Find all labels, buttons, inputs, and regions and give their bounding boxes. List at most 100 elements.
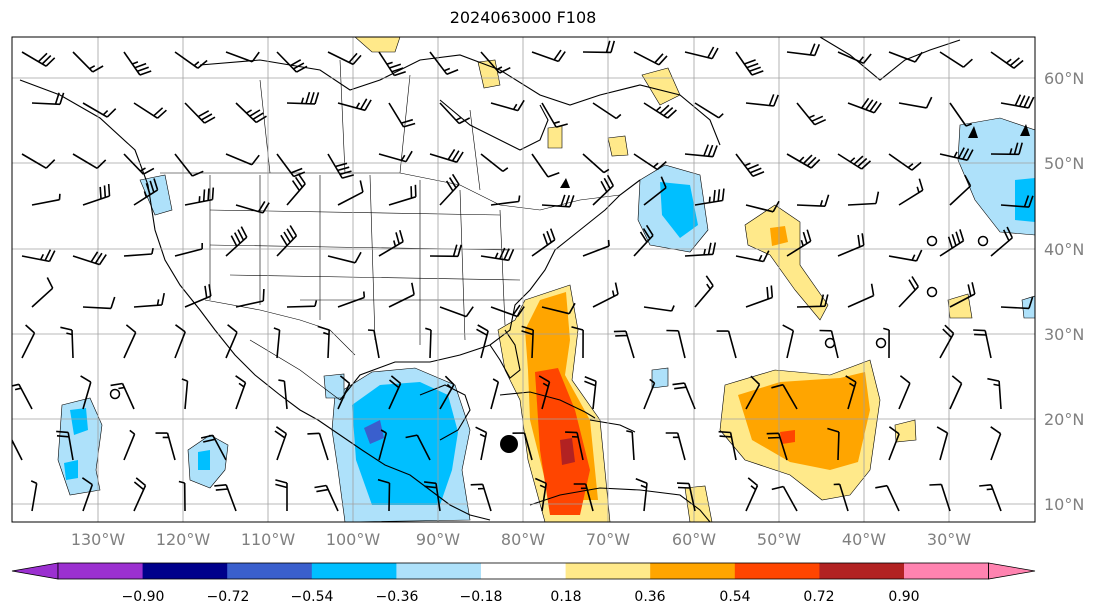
wind-barb [796,194,830,207]
map-panel [12,37,1035,522]
wind-barb [278,379,288,410]
wind-barb [12,383,33,410]
wind-barb [898,96,933,109]
border-canada-provinces [259,59,481,191]
wind-barb [388,102,416,128]
wind-barb [286,300,318,308]
wind-barb [439,173,460,206]
wind-barb [378,51,406,77]
colorbar-segment [565,563,651,579]
wind-barb [490,378,500,410]
wind-barb [847,191,880,206]
wind-barb [337,98,372,112]
lon-label: 40°W [842,530,886,549]
wind-barb [735,51,764,76]
wind-barb [745,477,759,512]
wind-barb [307,432,329,461]
coastline-canada-north [199,54,721,146]
wind-barb [174,51,208,69]
colorbar [11,562,1036,580]
wind-barb [181,378,189,410]
wind-barb [833,483,849,512]
calm-circle [977,235,989,247]
wind-barb [30,480,38,512]
lon-label: 110°W [241,530,296,549]
wind-barb [571,326,584,359]
wind-barb [72,51,104,73]
wind-barb [888,51,923,63]
wind-barb [276,225,298,257]
wind-barb [123,51,152,76]
wind-barb [21,51,56,67]
lon-label: 130°W [71,530,126,549]
wind-barb [123,153,155,175]
wind-barb [388,184,417,206]
lat-label: 60°N [1044,69,1084,88]
wind-barb [123,324,137,359]
wind-barb [531,49,566,63]
wind-barb [429,51,459,76]
wind-barb [439,102,471,125]
colorbar-segment [734,563,820,579]
wind-barb [378,429,388,461]
wind-barb [31,193,61,206]
wind-barb [936,426,949,461]
calm-circle [875,337,887,349]
wind-barb [635,478,648,512]
lon-label: 60°W [672,530,716,549]
wind-barb [845,375,857,410]
wind-barb [31,92,65,106]
colorbar-tick-label: −0.90 [122,589,165,605]
colorbar-extend-low [11,562,59,580]
wind-barb [367,329,380,359]
wind-barb [378,150,413,163]
calm-circle [926,235,938,247]
colorbar-tick-label: −0.36 [376,589,419,605]
lon-label: 120°W [156,530,211,549]
wind-barb [990,51,1024,69]
wind-barb [786,43,821,57]
lon-label: 30°W [927,530,971,549]
wind-barb [949,102,972,127]
wind-barb [796,102,827,126]
wind-barb [521,325,534,359]
longitude-labels: 130°W 120°W 110°W 100°W 90°W 80°W 70°W 6… [71,530,971,549]
lon-label: 50°W [757,530,801,549]
wind-barb [949,282,976,308]
wind-barb [133,102,167,119]
map-title: 2024063000 F108 [449,8,597,27]
wind-barb [314,484,339,512]
wind-barb [592,174,615,206]
negative-region-central-america-max [364,420,384,444]
colorbar-tick-label: 0.72 [803,589,834,605]
wind-barb [990,426,1002,461]
wind-pennants [560,124,1030,188]
wind-barb [837,51,872,65]
wind-barb [286,173,306,206]
wind-barb [584,376,597,410]
wind-barb [276,51,308,73]
calm-circle [109,388,121,400]
wind-barb [235,102,267,124]
wind-barb [573,483,594,512]
negative-region-pacific-2-core [198,450,210,470]
lat-label: 20°N [1044,410,1084,429]
wind-barb [225,226,248,257]
colorbar-segment [58,563,144,579]
wind-barb [273,327,281,359]
lat-label: 10°N [1044,495,1084,514]
wind-barb [541,194,575,208]
wind-barb [512,432,533,461]
colorbar-tick-label: −0.18 [460,589,503,605]
wind-barb [82,183,111,206]
wind-barb [275,479,288,511]
wind-barb [327,51,362,66]
wind-barb [745,285,774,308]
wind-barb [81,477,94,512]
wind-barb [666,329,686,359]
wind-barb [827,427,840,461]
wind-barb [12,438,23,461]
wind-barb [990,226,1014,257]
wind-barb [684,242,717,257]
colorbar-tick-label: 0.18 [550,589,581,605]
